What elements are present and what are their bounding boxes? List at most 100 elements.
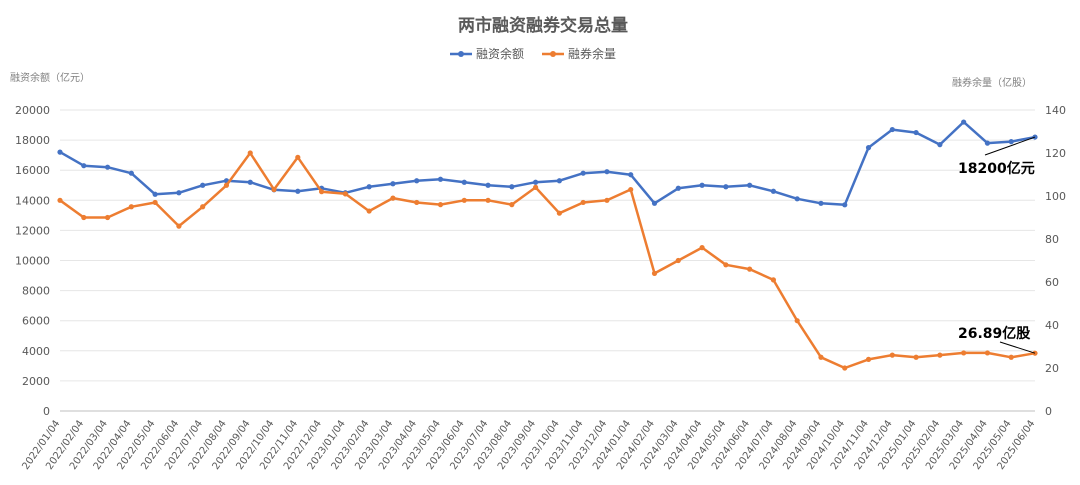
left-y-tick-label: 2000 [22, 375, 50, 388]
margin-balance-point [651, 200, 658, 206]
annotation-leader-margin-balance [984, 136, 1036, 156]
margin-balance-point [390, 181, 396, 187]
margin-balance-point [723, 184, 729, 190]
right-y-tick-label: 140 [1045, 104, 1066, 117]
margin-balance-point [913, 129, 919, 136]
margin-balance-point [961, 119, 967, 125]
short-volume-point [1008, 354, 1014, 360]
short-volume-point [437, 202, 444, 208]
margin-balance-point [699, 182, 705, 188]
short-volume-point [580, 199, 586, 206]
right-y-axis-ticks: 0 20 40 60 80 100 120 140 [1045, 104, 1066, 418]
margin-balance-point [200, 182, 206, 188]
right-axis-title: 融券余量（亿股） [952, 76, 1032, 89]
margin-balance-point [247, 179, 253, 185]
short-volume-point [984, 350, 991, 356]
short-volume-point [104, 214, 111, 221]
short-volume-point [318, 189, 325, 195]
chart-title: 两市融资融券交易总量 [458, 15, 628, 36]
short-volume-point [271, 186, 277, 193]
legend: 融资余额 融券余量 [450, 46, 616, 61]
short-volume-line [59, 151, 1036, 370]
right-y-tick-label: 100 [1045, 190, 1066, 203]
margin-balance-point [794, 196, 800, 202]
short-volume-point [961, 350, 967, 356]
short-volume-point [200, 204, 206, 210]
short-volume-point [937, 352, 943, 358]
x-axis-ticks: 2022/01/042022/02/042022/03/042022/04/04… [20, 418, 1037, 472]
margin-balance-line [59, 120, 1036, 207]
left-y-tick-label: 4000 [22, 345, 50, 358]
margin-balance-point [533, 179, 539, 185]
annotation-short-volume: 26.89亿股 [958, 325, 1036, 354]
short-volume-point [723, 262, 729, 268]
margin-balance-point [366, 184, 372, 190]
margin-balance-point [509, 184, 515, 190]
left-y-tick-label: 18000 [15, 134, 50, 147]
left-y-tick-label: 16000 [15, 164, 50, 177]
short-volume-point [770, 277, 777, 283]
legend-item-margin-balance: 融资余额 [450, 46, 524, 61]
margin-balance-point [628, 172, 634, 178]
short-volume-point [628, 186, 634, 193]
annotation-leader-short-volume [999, 341, 1036, 354]
annotation-label-margin-balance: 18200亿元 [958, 160, 1035, 177]
short-volume-point [485, 197, 491, 203]
short-volume-point [509, 202, 515, 208]
margin-balance-point [128, 170, 134, 176]
margin-balance-point [842, 202, 848, 208]
margin-balance-point [984, 140, 991, 146]
short-volume-point [152, 199, 158, 206]
margin-balance-point [1008, 139, 1014, 145]
short-volume-point [390, 195, 396, 201]
short-volume-point [223, 182, 230, 188]
left-y-tick-label: 8000 [22, 285, 50, 298]
left-y-tick-label: 0 [43, 405, 50, 418]
gridlines [60, 109, 1035, 412]
short-volume-point [913, 354, 919, 360]
short-volume-point [247, 150, 253, 156]
left-y-tick-label: 6000 [22, 315, 50, 328]
left-axis-title: 融资余额（亿元） [10, 71, 90, 84]
series-lines [57, 119, 1038, 371]
short-volume-point [651, 270, 658, 276]
short-volume-point [865, 356, 872, 362]
short-volume-point [604, 197, 610, 203]
right-y-tick-label: 120 [1045, 147, 1066, 160]
short-volume-point [556, 210, 562, 216]
short-volume-point [295, 154, 301, 160]
margin-balance-point [461, 179, 467, 185]
right-y-tick-label: 60 [1045, 276, 1059, 289]
legend-label-short-volume: 融券余量 [568, 46, 616, 61]
short-volume-point [57, 197, 63, 203]
legend-item-short-volume: 融券余量 [542, 46, 616, 61]
legend-marker-short-volume [550, 51, 556, 57]
left-y-tick-label: 12000 [15, 224, 50, 237]
annotation-label-short-volume: 26.89亿股 [958, 325, 1031, 342]
margin-balance-point [152, 191, 158, 197]
short-volume-point [461, 197, 467, 203]
legend-label-margin-balance: 融资余额 [476, 46, 524, 61]
short-volume-point [533, 184, 539, 190]
left-y-axis-ticks: 0 2000 4000 6000 8000 10000 12000 14000 16000 180… [15, 104, 50, 418]
margin-balance-point [747, 182, 753, 188]
margin-balance-point [556, 178, 562, 184]
margin-balance-point [485, 182, 491, 188]
right-y-tick-label: 80 [1045, 233, 1059, 246]
short-volume-point [818, 354, 824, 360]
left-y-tick-label: 14000 [15, 194, 50, 207]
margin-balance-point [437, 176, 444, 182]
margin-balance-point [414, 178, 420, 184]
margin-balance-point [889, 126, 895, 133]
right-y-tick-label: 0 [1045, 405, 1052, 418]
margin-balance-point [937, 142, 943, 148]
margin-balance-point [57, 149, 63, 155]
margin-balance-point [580, 170, 586, 176]
legend-marker-margin-balance [458, 51, 464, 57]
short-volume-point [342, 191, 348, 197]
short-volume-point [81, 214, 87, 221]
short-volume-point [675, 257, 681, 264]
short-volume-point [414, 199, 420, 206]
margin-balance-point [81, 163, 87, 169]
short-volume-point [699, 245, 705, 251]
